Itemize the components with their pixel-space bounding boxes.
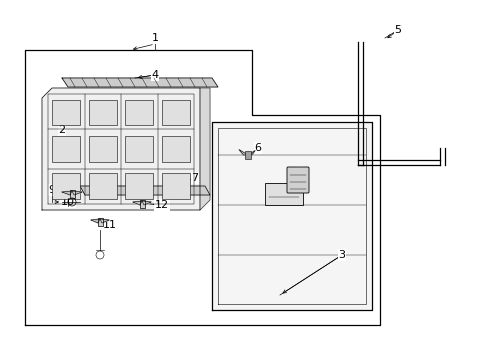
- Polygon shape: [72, 191, 82, 195]
- Polygon shape: [239, 150, 247, 155]
- Text: 7: 7: [191, 173, 198, 183]
- Bar: [89, 99, 116, 125]
- Bar: [244, 151, 250, 159]
- Polygon shape: [80, 186, 209, 195]
- Text: 5: 5: [394, 25, 401, 35]
- Bar: [125, 99, 153, 125]
- Text: 9: 9: [48, 185, 56, 195]
- Bar: [264, 183, 303, 205]
- Bar: [69, 190, 74, 198]
- Polygon shape: [100, 219, 109, 223]
- Polygon shape: [42, 88, 200, 210]
- Bar: [139, 200, 144, 208]
- Text: 3: 3: [338, 250, 345, 260]
- Bar: [89, 173, 116, 198]
- Polygon shape: [212, 122, 371, 310]
- Bar: [162, 173, 189, 198]
- Bar: [52, 99, 80, 125]
- Text: 2: 2: [59, 125, 65, 135]
- FancyBboxPatch shape: [286, 167, 308, 193]
- Polygon shape: [247, 150, 255, 155]
- Text: 4: 4: [151, 70, 158, 80]
- Text: 12: 12: [155, 200, 169, 210]
- Bar: [125, 173, 153, 198]
- Polygon shape: [200, 88, 209, 210]
- Text: 8: 8: [296, 167, 303, 177]
- Polygon shape: [133, 201, 142, 205]
- Text: 10: 10: [61, 197, 75, 207]
- Bar: [162, 99, 189, 125]
- Polygon shape: [62, 78, 218, 87]
- Polygon shape: [62, 191, 72, 195]
- Text: 6: 6: [254, 143, 261, 153]
- Bar: [89, 136, 116, 162]
- Bar: [97, 218, 102, 226]
- Bar: [162, 136, 189, 162]
- Bar: [52, 173, 80, 198]
- Polygon shape: [142, 201, 151, 205]
- Text: 11: 11: [103, 220, 117, 230]
- Bar: [52, 136, 80, 162]
- Bar: [125, 136, 153, 162]
- Text: 1: 1: [151, 33, 158, 43]
- Polygon shape: [91, 219, 100, 223]
